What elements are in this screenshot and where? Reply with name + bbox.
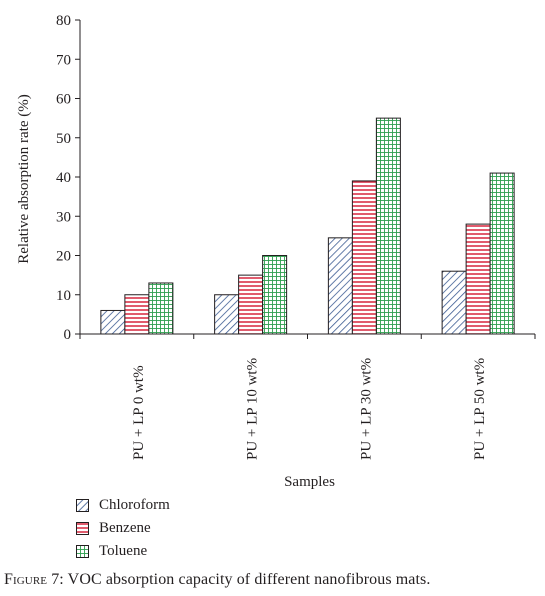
y-tick-label: 70 — [56, 52, 71, 68]
bar-chloroform-0 — [100, 309, 126, 335]
legend: Chloroform Benzene Toluene — [76, 494, 170, 563]
labels: 0 10 20 30 40 50 60 70 80 PU + LP 0 wt% PU + LP 10… — [16, 13, 488, 490]
bar-benzene-2 — [351, 180, 377, 335]
x-tick-label: PU + LP 10 wt% — [245, 358, 261, 460]
figure-caption: Figure 7: VOC absorption capacity of dif… — [4, 571, 430, 589]
bar-chloroform-2 — [327, 237, 353, 335]
legend-item-benzene: Benzene — [76, 517, 170, 540]
x-tick-label: PU + LP 30 wt% — [358, 358, 374, 460]
x-tick-label: PU + LP 0 wt% — [131, 365, 147, 460]
y-tick-label: 10 — [56, 288, 71, 304]
y-tick-label: 60 — [56, 92, 71, 108]
caption-text: VOC absorption capacity of different nan… — [67, 571, 431, 588]
y-tick-label: 80 — [56, 13, 71, 29]
legend-item-chloroform: Chloroform — [76, 494, 170, 517]
x-tick-label: PU + LP 50 wt% — [472, 358, 488, 460]
x-axis-title: Samples — [284, 474, 335, 490]
legend-swatch-toluene — [76, 545, 89, 558]
caption-figure-label: Figure 7: — [4, 571, 64, 588]
y-tick-label: 20 — [56, 249, 71, 265]
legend-label-toluene: Toluene — [99, 543, 148, 559]
legend-label-chloroform: Chloroform — [99, 497, 170, 513]
bar-chloroform-3 — [441, 270, 467, 335]
bar-benzene-0 — [124, 294, 150, 335]
bar-benzene-3 — [465, 223, 491, 335]
bar-toluene-2 — [375, 117, 401, 335]
legend-swatch-chloroform — [76, 499, 89, 512]
y-tick-label: 0 — [64, 327, 72, 343]
y-tick-label: 50 — [56, 131, 71, 147]
y-tick-label: 40 — [56, 170, 71, 186]
bar-toluene-3 — [489, 172, 515, 335]
y-axis-title: Relative absorption rate (%) — [16, 94, 32, 264]
bar-benzene-1 — [238, 274, 264, 335]
legend-swatch-benzene — [76, 522, 89, 535]
bar-toluene-0 — [148, 282, 174, 335]
bar-chloroform-1 — [214, 294, 240, 335]
bar-toluene-1 — [262, 255, 288, 335]
legend-label-benzene: Benzene — [99, 520, 151, 536]
bars — [100, 117, 515, 335]
legend-item-toluene: Toluene — [76, 540, 170, 563]
bar-chart: 0 10 20 30 40 50 60 70 80 PU + LP 0 wt% PU + LP 10… — [16, 13, 536, 490]
y-tick-label: 30 — [56, 209, 71, 225]
